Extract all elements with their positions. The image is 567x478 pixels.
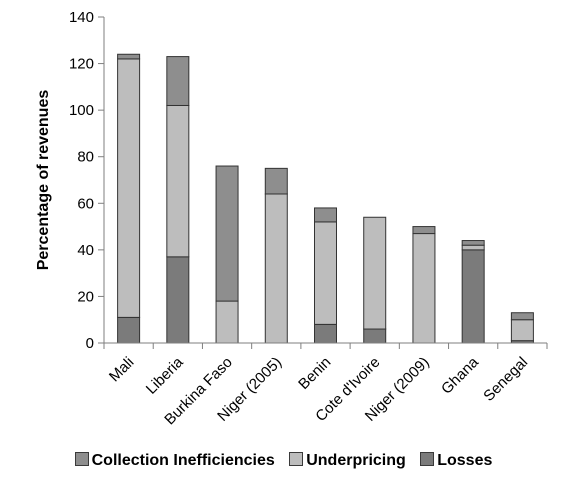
y-tick-label-0: 0 <box>86 335 94 352</box>
bar-mali-losses <box>117 316 141 344</box>
y-axis-ticks: 0 20 40 60 80 100 120 140 <box>69 9 104 352</box>
bar-niger-2009-collection-inefficiencies <box>412 226 436 235</box>
bar-burkina-faso-underpricing <box>215 300 239 344</box>
bar-niger-2009-underpricing <box>412 233 436 344</box>
legend-label-underpricing: Underpricing <box>306 452 406 469</box>
bar-ghana-losses <box>461 249 485 344</box>
bar-benin-losses <box>314 323 337 344</box>
y-tick-label-20: 20 <box>77 288 94 305</box>
y-tick-label-60: 60 <box>77 195 94 212</box>
bar-liberia-losses <box>166 256 190 344</box>
legend-item-losses: Losses <box>420 452 492 470</box>
bar-benin-underpricing <box>314 221 337 325</box>
legend: Collection Inefficiencies Underpricing L… <box>0 452 567 470</box>
bar-ghana-collection-inefficiencies <box>461 240 485 246</box>
y-tick-label-120: 120 <box>69 56 94 73</box>
bar-benin-collection-inefficiencies <box>314 207 337 223</box>
legend-label-losses: Losses <box>437 452 493 469</box>
bar-liberia-collection-inefficiencies <box>166 56 190 106</box>
x-tick-label-senegal: Senegal <box>480 354 531 405</box>
bar-niger-2005-underpricing <box>264 193 288 344</box>
legend-item-underpricing: Underpricing <box>289 452 406 470</box>
bar-senegal-underpricing <box>510 319 534 342</box>
legend-swatch-collection-inefficiencies <box>74 452 89 466</box>
bars <box>117 53 534 344</box>
y-tick-label-100: 100 <box>69 102 94 119</box>
bar-ghana-underpricing <box>461 244 485 251</box>
bar-niger-2005-collection-inefficiencies <box>264 167 288 195</box>
x-tick-label-ghana: Ghana <box>438 353 482 397</box>
x-tick-label-benin: Benin <box>295 354 334 393</box>
y-tick-label-140: 140 <box>69 9 94 26</box>
bar-burkina-faso-collection-inefficiencies <box>215 165 239 302</box>
y-tick-label-80: 80 <box>77 149 94 166</box>
x-tick-label-mali: Mali <box>106 354 137 385</box>
y-axis-label: Percentage of revenues <box>35 90 52 271</box>
bar-senegal-collection-inefficiencies <box>510 312 534 321</box>
legend-swatch-losses <box>420 452 435 466</box>
bar-mali-collection-inefficiencies <box>117 53 141 60</box>
bar-cote-d-ivoire-underpricing <box>363 216 387 330</box>
y-tick-label-40: 40 <box>77 242 94 259</box>
x-tick-label-liberia: Liberia <box>143 353 187 397</box>
bar-mali-underpricing <box>117 58 141 318</box>
chart: Percentage of revenues 0 20 40 60 80 100 120 14… <box>35 9 548 428</box>
bar-liberia-underpricing <box>166 104 190 258</box>
legend-label-collection-inefficiencies: Collection Inefficiencies <box>91 452 275 469</box>
legend-swatch-underpricing <box>289 452 304 466</box>
bar-cote-d-ivoire-losses <box>363 328 387 344</box>
legend-item-collection-inefficiencies: Collection Inefficiencies <box>74 452 275 470</box>
